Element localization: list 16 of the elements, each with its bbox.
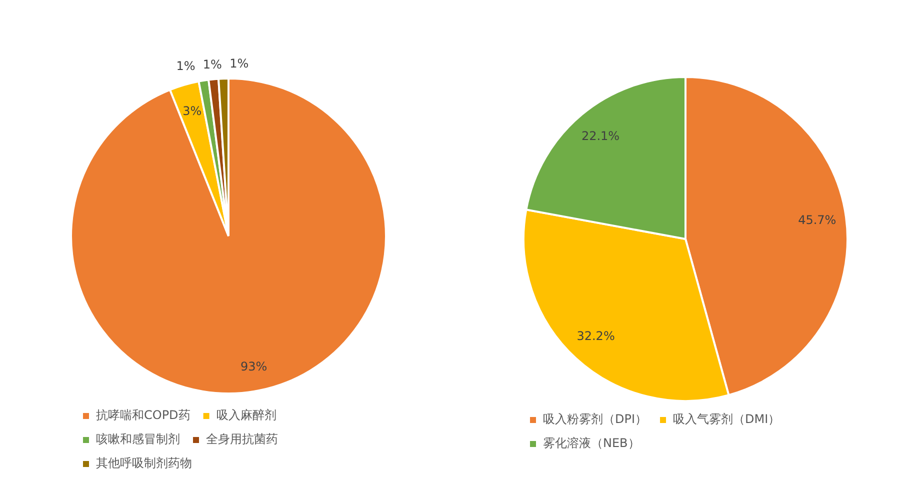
data-label: 1% [230, 56, 249, 71]
data-label: 1% [176, 58, 196, 73]
legend-label: 吸入气雾剂（DMI） [673, 412, 780, 426]
legend-label: 抗哮喘和COPD药 [96, 408, 190, 422]
data-label: 3% [182, 104, 202, 118]
data-label: 32.2% [576, 329, 615, 344]
legend-label: 吸入粉雾剂（DPI） [543, 412, 648, 426]
data-label: 22.1% [581, 129, 620, 144]
legend-label: 全身用抗菌药 [206, 432, 278, 446]
data-label: 93% [240, 360, 268, 374]
legend-label: 咳嗽和感冒制剂 [96, 432, 180, 446]
legend-label: 雾化溶液（NEB） [543, 436, 640, 450]
legend-label: 其他呼吸制剂药物 [96, 456, 192, 470]
data-label: 45.7% [798, 213, 836, 228]
legend-label: 吸入麻醉剂 [216, 408, 276, 422]
data-label: 1% [202, 57, 222, 72]
